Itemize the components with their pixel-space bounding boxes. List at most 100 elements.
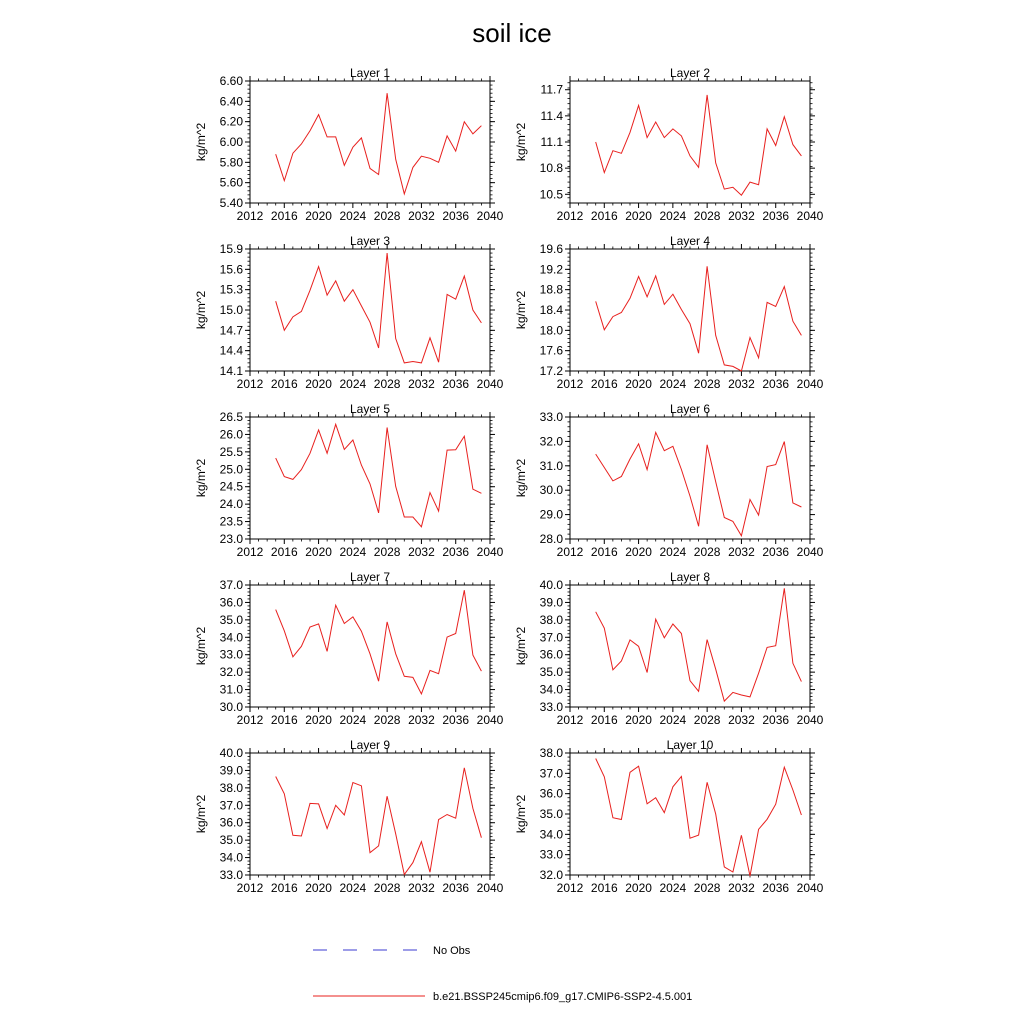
x-tick-label: 2020 — [305, 209, 332, 223]
y-tick-label: 14.1 — [220, 364, 244, 378]
x-tick-label: 2020 — [625, 881, 652, 895]
x-tick-label: 2040 — [797, 881, 824, 895]
y-tick-label: 34.0 — [220, 851, 244, 865]
x-tick-label: 2036 — [442, 377, 469, 391]
x-tick-label: 2032 — [408, 881, 435, 895]
x-tick-label: 2024 — [340, 209, 367, 223]
y-axis-label: kg/m^2 — [194, 795, 208, 834]
y-tick-label: 34.0 — [540, 827, 564, 841]
x-tick-label: 2036 — [442, 545, 469, 559]
y-tick-label: 35.0 — [540, 665, 564, 679]
y-tick-label: 15.9 — [220, 242, 244, 256]
x-tick-label: 2040 — [477, 545, 504, 559]
y-axis-label: kg/m^2 — [514, 795, 528, 834]
plot-frame — [249, 752, 491, 876]
x-tick-label: 2036 — [762, 713, 789, 727]
y-tick-label: 34.0 — [220, 630, 244, 644]
y-tick-label: 37.0 — [540, 766, 564, 780]
x-tick-label: 2020 — [625, 209, 652, 223]
x-tick-label: 2032 — [728, 377, 755, 391]
plot-frame — [249, 584, 491, 708]
y-tick-label: 18.0 — [540, 323, 564, 337]
y-tick-label: 33.0 — [540, 848, 564, 862]
y-tick-label: 6.20 — [220, 115, 244, 129]
y-tick-label: 40.0 — [220, 746, 244, 760]
y-tick-label: 25.0 — [220, 462, 244, 476]
panel-title: Layer 4 — [670, 234, 710, 248]
panel-layer-7: Layer 7 2012 2016 2020 2024 2028 2032 2036 2040 3… — [194, 570, 504, 727]
x-tick-label: 2040 — [797, 377, 824, 391]
y-axis-label: kg/m^2 — [194, 627, 208, 666]
y-tick-label: 39.0 — [540, 595, 564, 609]
y-tick-label: 32.0 — [540, 868, 564, 882]
x-tick-label: 2016 — [591, 881, 618, 895]
panel-title: Layer 3 — [350, 234, 390, 248]
y-tick-label: 11.1 — [541, 135, 564, 149]
y-tick-label: 26.5 — [220, 410, 244, 424]
panel-layer-6: Layer 6 2012 2016 2020 2024 2028 2032 2036 2040 2… — [514, 402, 824, 559]
y-tick-label: 23.0 — [220, 532, 244, 546]
x-tick-label: 2028 — [694, 209, 721, 223]
x-tick-label: 2028 — [374, 713, 401, 727]
y-tick-label: 6.00 — [220, 135, 244, 149]
y-tick-label: 38.0 — [540, 746, 564, 760]
x-tick-label: 2012 — [237, 209, 264, 223]
y-tick-label: 29.0 — [540, 508, 564, 522]
legend: No Obs b.e21.BSSP245cmip6.f09_g17.CMIP6-… — [313, 945, 692, 1003]
y-tick-label: 30.0 — [220, 700, 244, 714]
x-tick-label: 2016 — [591, 713, 618, 727]
y-tick-label: 15.0 — [220, 303, 244, 317]
y-axis-label: kg/m^2 — [514, 627, 528, 666]
x-tick-label: 2020 — [625, 713, 652, 727]
plot-frame — [249, 416, 491, 540]
y-axis-label: kg/m^2 — [514, 291, 528, 330]
panel-title: Layer 1 — [350, 66, 390, 80]
y-tick-label: 15.3 — [220, 283, 244, 297]
x-tick-label: 2012 — [237, 545, 264, 559]
x-tick-label: 2012 — [237, 881, 264, 895]
figure-title: soil ice — [472, 18, 551, 48]
x-tick-label: 2024 — [660, 545, 687, 559]
x-tick-label: 2028 — [694, 713, 721, 727]
y-tick-label: 37.0 — [220, 798, 244, 812]
series-line — [275, 93, 482, 196]
x-tick-label: 2040 — [477, 713, 504, 727]
panel-layer-1: Layer 1 2012 2016 2020 2024 2028 2032 2036 2040 5… — [194, 66, 504, 223]
y-tick-label: 36.0 — [540, 648, 564, 662]
x-tick-label: 2012 — [557, 545, 584, 559]
x-tick-label: 2016 — [271, 881, 298, 895]
panel-title: Layer 8 — [670, 570, 710, 584]
y-tick-label: 5.40 — [220, 196, 244, 210]
plot-frame — [569, 752, 811, 876]
x-tick-label: 2036 — [762, 545, 789, 559]
y-tick-label: 32.0 — [540, 434, 564, 448]
panel-title: Layer 5 — [350, 402, 390, 416]
x-tick-label: 2028 — [374, 377, 401, 391]
x-tick-label: 2036 — [442, 881, 469, 895]
x-tick-label: 2012 — [557, 881, 584, 895]
series-line — [595, 266, 802, 372]
panel-layer-3: Layer 3 2012 2016 2020 2024 2028 2032 2036 2040 1… — [194, 234, 504, 391]
x-tick-label: 2020 — [305, 545, 332, 559]
x-tick-label: 2032 — [408, 545, 435, 559]
series-line — [275, 767, 482, 876]
panel-layer-5: Layer 5 2012 2016 2020 2024 2028 2032 2036 2040 2… — [194, 402, 504, 559]
x-tick-label: 2016 — [591, 377, 618, 391]
y-tick-label: 33.0 — [220, 868, 244, 882]
x-tick-label: 2024 — [660, 377, 687, 391]
series-line — [595, 94, 802, 196]
x-tick-label: 2032 — [408, 713, 435, 727]
x-tick-label: 2040 — [797, 209, 824, 223]
panel-layer-9: Layer 9 2012 2016 2020 2024 2028 2032 2036 2040 3… — [194, 738, 504, 895]
x-tick-label: 2032 — [728, 209, 755, 223]
y-tick-label: 35.0 — [220, 833, 244, 847]
y-tick-label: 38.0 — [220, 781, 244, 795]
y-tick-label: 33.0 — [540, 410, 564, 424]
series-line — [595, 588, 802, 703]
y-tick-label: 14.4 — [220, 344, 244, 358]
legend-entry-model-run: b.e21.BSSP245cmip6.f09_g17.CMIP6-SSP2-4.… — [313, 991, 692, 1003]
series-line — [275, 253, 482, 364]
x-tick-label: 2020 — [305, 713, 332, 727]
x-tick-label: 2036 — [762, 377, 789, 391]
x-tick-label: 2028 — [374, 209, 401, 223]
